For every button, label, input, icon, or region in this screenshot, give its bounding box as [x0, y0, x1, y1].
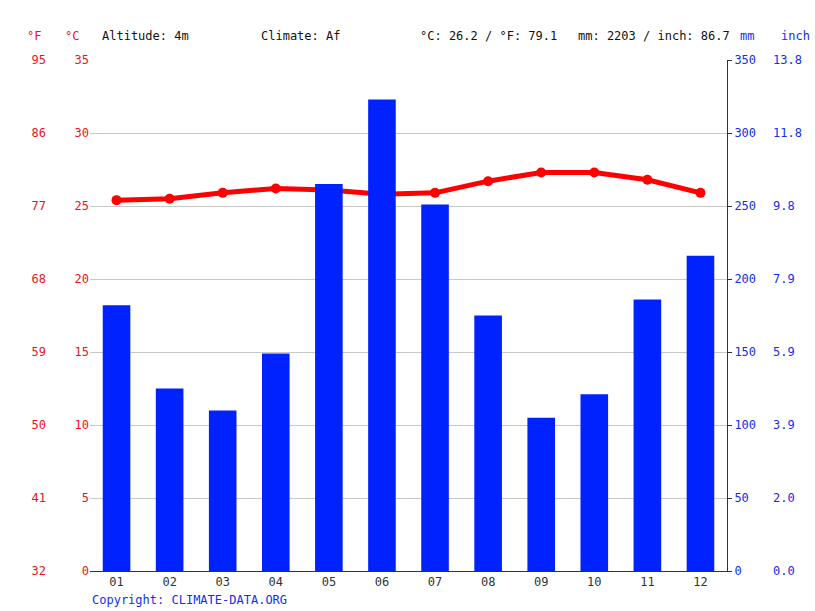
svg-text:5.9: 5.9: [773, 345, 795, 359]
svg-text:7.9: 7.9: [773, 272, 795, 286]
svg-text:0: 0: [734, 564, 741, 578]
svg-text:20: 20: [75, 272, 89, 286]
svg-text:95: 95: [32, 53, 46, 67]
svg-text:11: 11: [640, 575, 654, 589]
svg-text:02: 02: [162, 575, 176, 589]
svg-text:77: 77: [32, 199, 46, 213]
svg-text:03: 03: [215, 575, 229, 589]
svg-text:250: 250: [734, 199, 756, 213]
svg-text:50: 50: [734, 491, 748, 505]
svg-text:mm: mm: [740, 29, 754, 43]
svg-text:mm: 2203 / inch: 86.7: mm: 2203 / inch: 86.7: [578, 29, 730, 43]
svg-text:300: 300: [734, 126, 756, 140]
svg-text:0: 0: [82, 564, 89, 578]
svg-text:Altitude: 4m: Altitude: 4m: [102, 29, 189, 43]
svg-text:150: 150: [734, 345, 756, 359]
svg-text:07: 07: [428, 575, 442, 589]
svg-text:9.8: 9.8: [773, 199, 795, 213]
svg-text:32: 32: [32, 564, 46, 578]
svg-text:5: 5: [82, 491, 89, 505]
svg-text:Climate: Af: Climate: Af: [261, 29, 340, 43]
svg-text:10: 10: [75, 418, 89, 432]
svg-text:86: 86: [32, 126, 46, 140]
svg-text:350: 350: [734, 53, 756, 67]
svg-text:04: 04: [269, 575, 283, 589]
svg-text:11.8: 11.8: [773, 126, 802, 140]
svg-text:68: 68: [32, 272, 46, 286]
svg-text:25: 25: [75, 199, 89, 213]
svg-text:100: 100: [734, 418, 756, 432]
svg-text:200: 200: [734, 272, 756, 286]
svg-text:41: 41: [32, 491, 46, 505]
svg-text:15: 15: [75, 345, 89, 359]
svg-text:°C: °C: [65, 29, 79, 43]
svg-text:06: 06: [375, 575, 389, 589]
svg-text:59: 59: [32, 345, 46, 359]
svg-text:0.0: 0.0: [773, 564, 795, 578]
svg-text:°F: °F: [27, 29, 41, 43]
svg-text:13.8: 13.8: [773, 53, 802, 67]
svg-text:12: 12: [693, 575, 707, 589]
svg-text:30: 30: [75, 126, 89, 140]
svg-text:01: 01: [109, 575, 123, 589]
svg-text:35: 35: [75, 53, 89, 67]
svg-text:°C: 26.2 / °F: 79.1: °C: 26.2 / °F: 79.1: [420, 29, 557, 43]
svg-text:10: 10: [587, 575, 601, 589]
svg-text:09: 09: [534, 575, 548, 589]
svg-text:08: 08: [481, 575, 495, 589]
svg-text:Copyright: CLIMATE-DATA.ORG: Copyright: CLIMATE-DATA.ORG: [92, 593, 287, 607]
svg-text:inch: inch: [781, 29, 810, 43]
svg-text:50: 50: [32, 418, 46, 432]
svg-text:3.9: 3.9: [773, 418, 795, 432]
svg-text:2.0: 2.0: [773, 491, 795, 505]
svg-text:05: 05: [322, 575, 336, 589]
